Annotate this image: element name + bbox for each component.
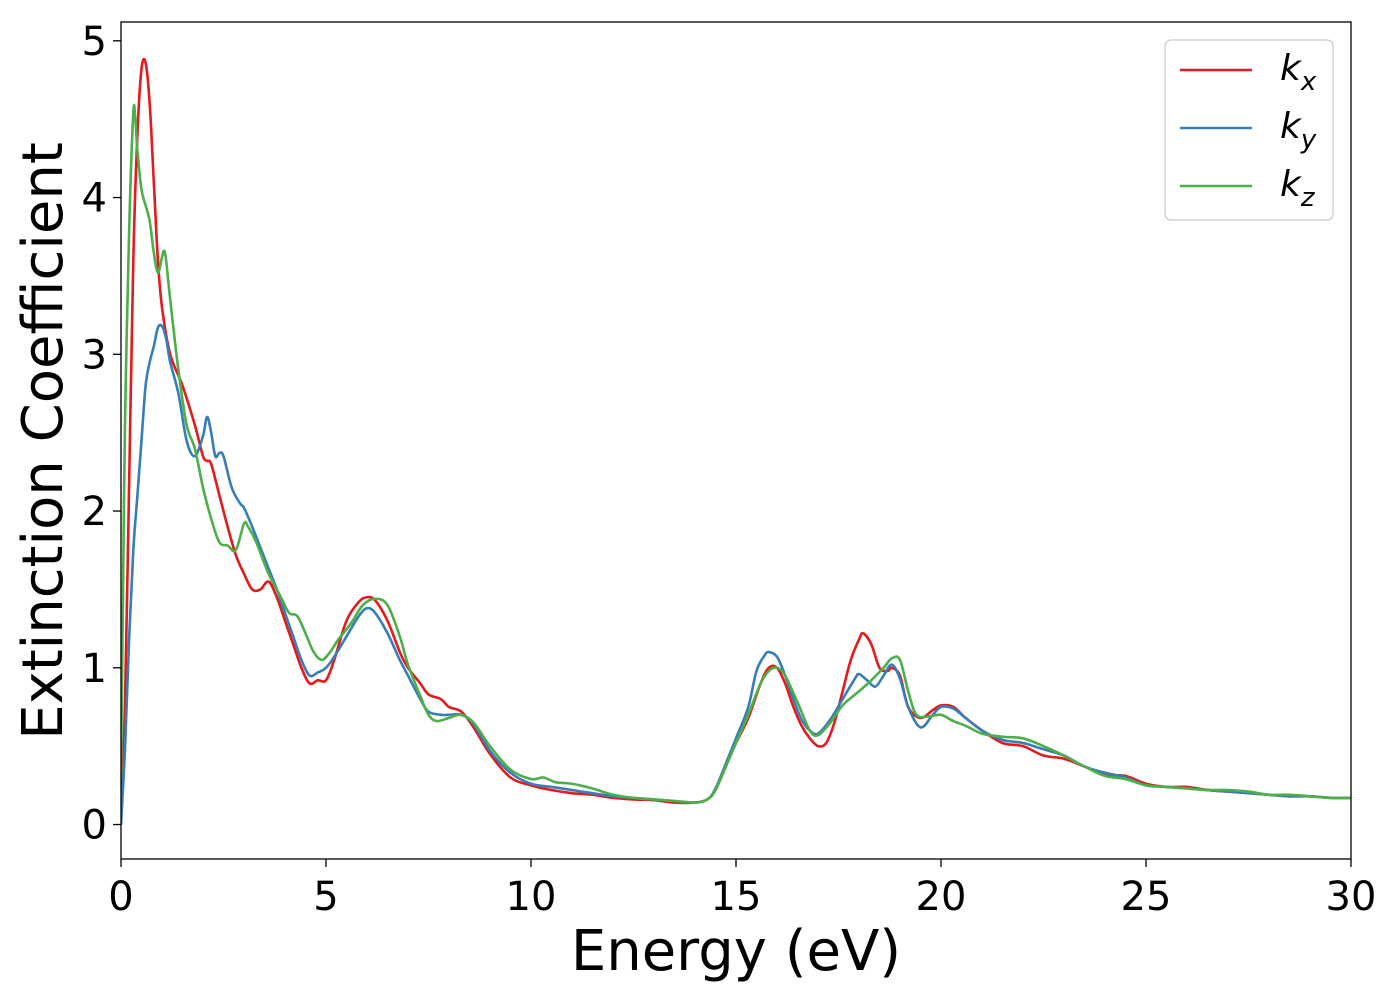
x-tick-label: 15: [711, 874, 762, 920]
legend-label-main: k: [1280, 106, 1303, 147]
legend-box: [1164, 39, 1334, 221]
y-tick-label: 1: [82, 646, 107, 692]
plot-frame: [120, 21, 1352, 860]
plot-lines: [121, 57, 1351, 825]
legend-label-sub: y: [1300, 125, 1317, 155]
x-tick-label: 25: [1121, 874, 1172, 920]
axis-ticks: 0 5 10 15 20 25 30 0 1 2 3 4 5: [82, 19, 1377, 920]
y-tick-label: 5: [82, 19, 107, 65]
x-tick-label: 30: [1326, 874, 1377, 920]
legend-label-main: k: [1280, 48, 1303, 89]
x-axis-label: Energy (eV): [571, 919, 901, 984]
legend-label-sub: z: [1300, 183, 1316, 213]
legend-label: kz: [1280, 164, 1316, 213]
legend-label: kx: [1280, 48, 1317, 97]
legend-label-main: k: [1280, 164, 1303, 205]
y-tick-label: 2: [82, 489, 107, 535]
y-tick-label: 3: [82, 332, 107, 378]
x-tick-label: 0: [108, 874, 133, 920]
y-axis-label: Extinction Coefficient: [11, 142, 76, 740]
y-tick-label: 4: [82, 176, 107, 222]
x-tick-label: 5: [313, 874, 338, 920]
x-tick-label: 20: [916, 874, 967, 920]
x-tick-label: 10: [506, 874, 557, 920]
y-tick-label: 0: [82, 803, 107, 849]
legend-label: ky: [1280, 106, 1317, 155]
series-line-kz: [121, 103, 1351, 804]
series-line-ky: [121, 323, 1351, 825]
legend-label-sub: x: [1300, 67, 1317, 97]
